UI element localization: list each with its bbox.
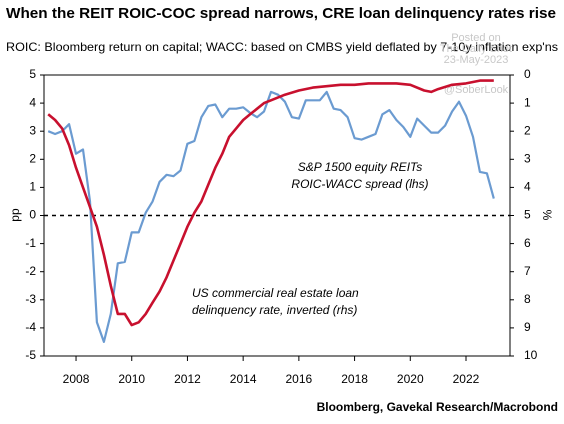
- y2-tick-label: 1: [524, 95, 531, 109]
- watermark: The Daily Shot: [440, 43, 512, 55]
- watermark: 23-May-2023: [444, 54, 509, 66]
- y-tick-label: 4: [29, 95, 36, 109]
- y2-tick-label: 0: [524, 67, 531, 81]
- y2-tick-label: 6: [524, 236, 531, 250]
- chart-subtitle: ROIC: Bloomberg return on capital; WACC:…: [6, 40, 558, 54]
- y2-tick-label: 9: [524, 320, 531, 334]
- y-tick-label: 3: [29, 123, 36, 137]
- series-line: [47, 90, 495, 343]
- watermark: @SoberLook: [444, 84, 509, 96]
- y-axis-label: pp: [8, 208, 22, 222]
- y-tick-label: -5: [25, 348, 36, 362]
- x-tick-label: 2014: [230, 372, 257, 386]
- y-tick-label: 0: [29, 208, 36, 222]
- y-tick-label: 5: [29, 67, 36, 81]
- y2-tick-label: 4: [524, 180, 531, 194]
- y-tick-label: 2: [29, 151, 36, 165]
- series-label: S&P 1500 equity REITs: [298, 160, 423, 174]
- y-tick-label: 1: [29, 180, 36, 194]
- watermark: Posted on: [451, 32, 501, 44]
- y-tick-label: -1: [25, 236, 36, 250]
- y2-tick-label: 2: [524, 123, 531, 137]
- chart-title: When the REIT ROIC-COC spread narrows, C…: [6, 5, 556, 22]
- source: Bloomberg, Gavekal Research/Macrobond: [317, 400, 558, 414]
- y2-tick-label: 5: [524, 208, 531, 222]
- x-tick-label: 2012: [174, 372, 201, 386]
- y-tick-label: -4: [25, 320, 36, 334]
- x-tick-label: 2020: [397, 372, 424, 386]
- y-tick-label: -3: [25, 292, 36, 306]
- x-tick-label: 2016: [286, 372, 313, 386]
- series-label: delinquency rate, inverted (rhs): [192, 303, 357, 317]
- y2-tick-label: 3: [524, 151, 531, 165]
- y2-tick-label: 7: [524, 264, 531, 278]
- series-label: ROIC-WACC spread (lhs): [291, 177, 428, 191]
- x-tick-label: 2018: [341, 372, 368, 386]
- y2-axis-label: %: [540, 210, 554, 221]
- x-tick-label: 2008: [63, 372, 90, 386]
- y-tick-label: -2: [25, 264, 36, 278]
- y2-tick-label: 8: [524, 292, 531, 306]
- x-tick-label: 2010: [118, 372, 145, 386]
- series-label: US commercial real estate loan: [192, 286, 359, 300]
- series-line: [47, 79, 494, 327]
- x-tick-label: 2022: [453, 372, 480, 386]
- y2-tick-label: 10: [524, 348, 538, 362]
